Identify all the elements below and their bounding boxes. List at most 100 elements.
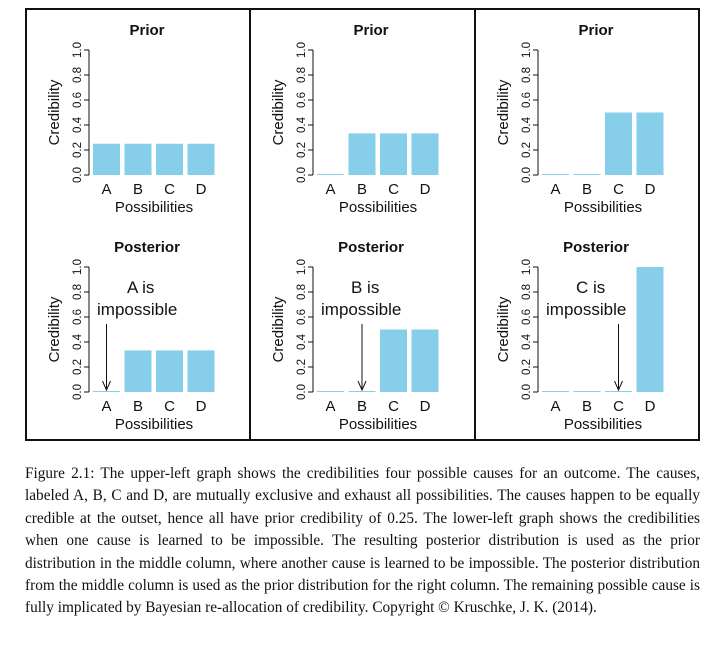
annotation-text: B is: [351, 278, 379, 297]
y-tick-label: 0.0: [296, 384, 308, 400]
x-tick-label: B: [133, 181, 143, 198]
y-tick-label: 0.8: [521, 67, 533, 83]
x-tick-label: D: [644, 181, 655, 198]
y-tick-label: 0.6: [296, 92, 308, 108]
x-tick-label: B: [357, 398, 367, 415]
annotation-arrow-head: [102, 380, 111, 392]
bar-A: [317, 174, 345, 175]
plot-prior-3: Prior 0.0 0.2 0.4 0.6 0.8 1.0 Credibility A B C DPo…: [495, 22, 664, 216]
bar-C: [156, 350, 183, 392]
plot-title: Posterior: [563, 239, 629, 256]
bar-A: [541, 391, 569, 392]
bar-B: [124, 350, 152, 392]
annotation-text: impossible: [321, 300, 401, 319]
x-tick-label: A: [550, 181, 560, 198]
annotation-text: C is: [576, 278, 605, 297]
x-tick-label: D: [196, 181, 207, 198]
y-tick-label: 0.2: [521, 359, 533, 375]
y-tick-label: 0.2: [296, 142, 308, 158]
y-tick-label: 0.6: [521, 92, 533, 108]
y-axis-label: Credibility: [495, 296, 512, 362]
bar-D: [187, 143, 215, 175]
column-1: Prior 0.0 0.2 0.4 0.6 0.8 1.0 Credibility A B C D Po…: [27, 10, 249, 439]
plot-title: Prior: [129, 22, 164, 39]
y-tick-label: 0.2: [296, 359, 308, 375]
plot-title: Prior: [354, 22, 389, 39]
bar-D: [411, 329, 439, 392]
y-tick-label: 0.6: [296, 309, 308, 325]
x-tick-label: B: [133, 398, 143, 415]
x-axis-label: Possibilities: [339, 199, 417, 216]
y-axis-label: Credibility: [495, 79, 512, 145]
x-tick-label: D: [420, 398, 431, 415]
annotation-text: impossible: [97, 300, 177, 319]
y-tick-label: 0.4: [296, 116, 308, 133]
y-axis-label: Credibility: [270, 79, 287, 145]
plot-posterior-3: Posterior 0.0 0.2 0.4 0.6 0.8 1.0 Credibility A B…: [495, 239, 664, 433]
bar-A: [93, 143, 120, 175]
y-tick-label: 0.8: [296, 284, 308, 300]
x-tick-label: A: [326, 181, 336, 198]
y-tick-label: 0.0: [296, 167, 308, 183]
bar-D: [411, 133, 439, 175]
annotation-arrow-head: [613, 380, 623, 392]
y-tick-label: 0.8: [521, 284, 533, 300]
annotation-text: impossible: [546, 300, 626, 319]
x-axis-label: Possibilities: [115, 416, 193, 433]
x-tick-label: A: [326, 398, 336, 415]
x-tick-label: A: [550, 398, 560, 415]
bar-A: [317, 391, 345, 392]
y-tick-label: 0.6: [72, 309, 84, 325]
bar-D: [636, 112, 664, 175]
annotation-arrow-head: [357, 380, 367, 392]
x-tick-label: D: [196, 398, 207, 415]
bar-B: [348, 391, 376, 392]
x-axis-label: Possibilities: [563, 416, 641, 433]
x-tick-label: A: [101, 181, 111, 198]
y-tick-label: 1.0: [296, 259, 308, 275]
bar-D: [187, 350, 215, 392]
plot-prior-2: Prior 0.0 0.2 0.4 0.6 0.8 1.0 Credibility A B C DPo…: [270, 22, 439, 216]
y-tick-label: 0.4: [521, 333, 533, 350]
plot-prior-1: Prior 0.0 0.2 0.4 0.6 0.8 1.0 Credibility A B C DPo…: [46, 22, 215, 216]
x-tick-label: C: [388, 181, 399, 198]
x-tick-label: A: [101, 398, 111, 415]
y-tick-label: 0.2: [521, 142, 533, 158]
y-tick-label: 1.0: [296, 42, 308, 58]
column-3: Prior 0.0 0.2 0.4 0.6 0.8 1.0 Credibility A B C D Po…: [473, 10, 698, 439]
bar-A: [93, 391, 120, 392]
y-tick-label: 1.0: [521, 259, 533, 275]
plot-title: Prior: [578, 22, 613, 39]
y-tick-label: 0.8: [296, 67, 308, 83]
x-tick-label: C: [613, 398, 624, 415]
bar-B: [573, 391, 601, 392]
bar-D: [636, 267, 664, 392]
bar-B: [124, 143, 152, 175]
column-2: Prior 0.0 0.2 0.4 0.6 0.8 1.0 Credibility A B C D Po…: [249, 10, 473, 439]
x-tick-label: D: [420, 181, 431, 198]
y-tick-label: 0.6: [521, 309, 533, 325]
y-axis-label: Credibility: [270, 296, 287, 362]
y-tick-label: 0.4: [72, 116, 84, 133]
x-tick-label: B: [582, 398, 592, 415]
x-axis-label: Possibilities: [115, 199, 193, 216]
plot-title: Posterior: [338, 239, 404, 256]
y-tick-label: 0.0: [72, 384, 84, 400]
y-tick-label: 1.0: [521, 42, 533, 58]
bar-C: [380, 329, 408, 392]
y-tick-label: 0.4: [72, 333, 84, 350]
x-axis-label: Possibilities: [339, 416, 417, 433]
plot-title: Posterior: [114, 239, 180, 256]
x-axis-label: Possibilities: [563, 199, 641, 216]
y-tick-label: 0.4: [296, 333, 308, 350]
x-tick-label: D: [644, 398, 655, 415]
plot-posterior-2: Posterior 0.0 0.2 0.4 0.6 0.8 1.0 Credibility A B…: [270, 239, 439, 433]
bar-C: [604, 391, 632, 392]
x-tick-label: B: [357, 181, 367, 198]
y-tick-label: 0.8: [72, 284, 84, 300]
annotation-text: A is: [127, 278, 154, 297]
x-tick-label: B: [582, 181, 592, 198]
